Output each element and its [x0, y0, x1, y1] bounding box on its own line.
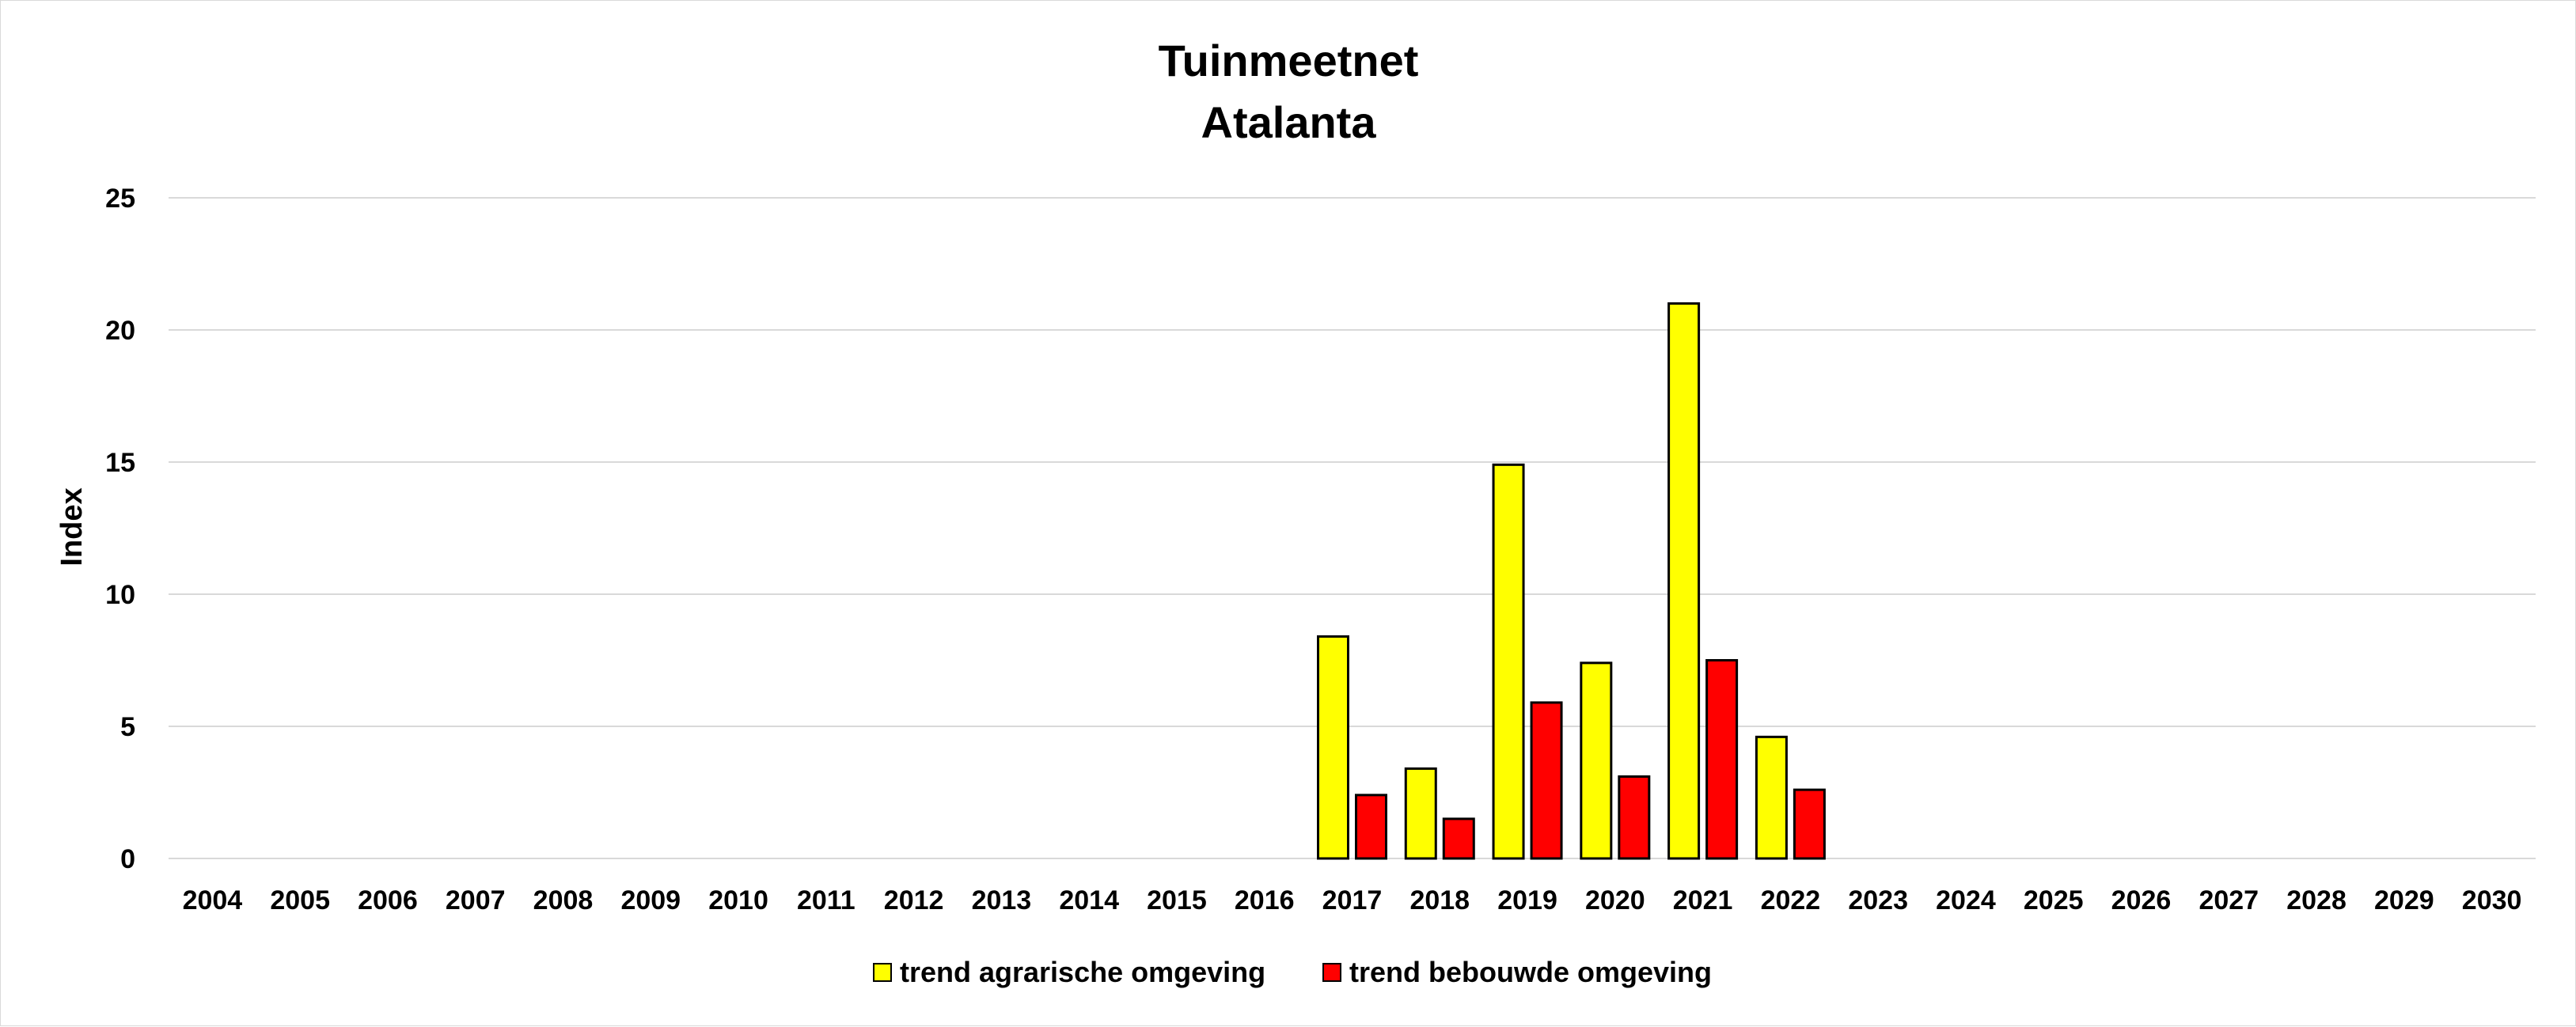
x-tick-label: 2014: [1059, 885, 1119, 915]
chart-title-group: Tuinmeetnet Atalanta: [1159, 36, 1419, 147]
x-tick-label: 2015: [1147, 885, 1207, 915]
legend: trend agrarische omgeving trend bebouwde …: [873, 956, 1712, 988]
y-tick-label: 5: [120, 712, 135, 742]
x-tick-label: 2019: [1497, 885, 1557, 915]
bar-agrarisch-2018: [1404, 767, 1437, 860]
bar-bebouwd-2017: [1355, 794, 1387, 860]
x-tick-label: 2011: [797, 885, 856, 915]
y-tick-label: 25: [105, 184, 135, 214]
x-tick-label: 2026: [2111, 885, 2172, 915]
x-tick-label: 2022: [1761, 885, 1821, 915]
x-tick-label: 2012: [884, 885, 944, 915]
x-tick-label: 2004: [183, 885, 243, 915]
y-axis-ticks: 0 5 10 15 20 25: [105, 184, 135, 874]
x-tick-label: 2023: [1848, 885, 1908, 915]
bar-agrarisch-2022: [1755, 735, 1788, 860]
x-tick-label: 2007: [446, 885, 506, 915]
x-tick-label: 2030: [2462, 885, 2522, 915]
bar-bebouwd-2018: [1442, 817, 1475, 860]
x-tick-label: 2016: [1235, 885, 1295, 915]
chart-subtitle: Atalanta: [1201, 97, 1377, 147]
bar-agrarisch-2019: [1492, 463, 1525, 860]
legend-label: trend agrarische omgeving: [900, 956, 1265, 988]
x-tick-label: 2020: [1585, 885, 1645, 915]
y-tick-label: 20: [105, 316, 135, 346]
bar-agrarisch-2020: [1580, 661, 1613, 860]
legend-label: trend bebouwde omgeving: [1349, 956, 1712, 988]
y-tick-label: 10: [105, 580, 135, 610]
bar-bebouwd-2021: [1705, 659, 1739, 860]
y-tick-label: 0: [120, 844, 135, 874]
bar-bebouwd-2022: [1793, 788, 1826, 860]
y-axis-label: Index: [55, 487, 89, 566]
y-tick-label: 15: [105, 448, 135, 478]
x-tick-label: 2005: [270, 885, 330, 915]
x-tick-label: 2021: [1673, 885, 1733, 915]
bar-bebouwd-2020: [1618, 775, 1651, 860]
x-tick-label: 2006: [358, 885, 418, 915]
x-axis-ticks: 2004 2005 2006 2007 2008 2009 2010 2011 2012 2013…: [183, 885, 2522, 915]
bar-agrarisch-2017: [1317, 635, 1349, 860]
legend-swatch: [1322, 963, 1341, 982]
x-tick-label: 2029: [2374, 885, 2434, 915]
chart-title: Tuinmeetnet: [1159, 36, 1419, 85]
x-tick-label: 2018: [1409, 885, 1470, 915]
legend-swatch: [873, 963, 892, 982]
gridlines: [169, 197, 2536, 859]
x-tick-label: 2013: [972, 885, 1032, 915]
bars: [1317, 302, 1826, 860]
x-tick-label: 2009: [620, 885, 681, 915]
x-tick-label: 2028: [2286, 885, 2346, 915]
x-tick-label: 2010: [708, 885, 768, 915]
x-tick-label: 2008: [533, 885, 594, 915]
x-tick-label: 2017: [1322, 885, 1383, 915]
x-tick-label: 2024: [1936, 885, 1996, 915]
bar-bebouwd-2019: [1530, 701, 1563, 860]
bar-agrarisch-2021: [1667, 302, 1701, 860]
x-tick-label: 2025: [2024, 885, 2084, 915]
x-tick-label: 2027: [2199, 885, 2259, 915]
